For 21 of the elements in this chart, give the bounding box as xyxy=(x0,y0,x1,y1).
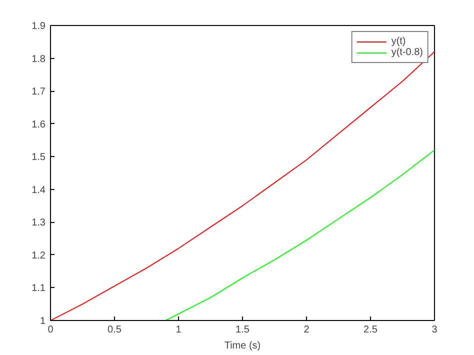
x-tick-label: 1.5 xyxy=(236,324,250,336)
x-tick-label: 0 xyxy=(48,324,54,336)
x-tick-label: 0.5 xyxy=(108,324,122,336)
x-tick-label: 2 xyxy=(304,324,310,336)
y-tick-label: 1.5 xyxy=(32,152,46,164)
y-tick-label: 1.9 xyxy=(32,21,46,32)
y-tick-label: 1.7 xyxy=(32,86,46,98)
y-tick-label: 1.2 xyxy=(32,250,46,262)
line-series xyxy=(165,150,434,320)
y-tick-label: 1.3 xyxy=(32,218,46,229)
y-tick-label: 1.8 xyxy=(32,54,46,65)
x-axis-title: Time (s) xyxy=(224,340,261,352)
y-tick-label: 1.6 xyxy=(32,119,46,130)
y-tick-label: 1 xyxy=(40,316,46,327)
x-tick-label: 2.5 xyxy=(364,324,378,336)
y-tick-label: 1.4 xyxy=(32,184,46,196)
x-tick-label: 3 xyxy=(432,324,438,336)
legend-label: y(t) xyxy=(391,36,407,47)
y-tick-label: 1.1 xyxy=(32,283,46,294)
x-tick-label: 1 xyxy=(176,324,182,336)
legend-label: y(t-0.8) xyxy=(391,47,423,58)
